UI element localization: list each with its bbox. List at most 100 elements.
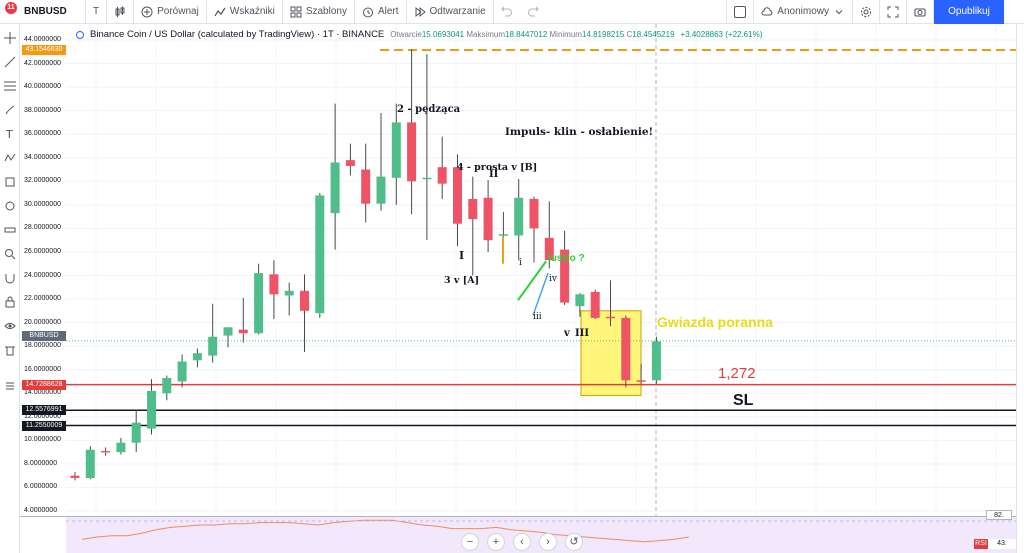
indicators-label: Wskaźniki bbox=[229, 6, 275, 17]
candle-up bbox=[162, 377, 172, 394]
candle-down bbox=[407, 122, 417, 182]
candle-up bbox=[131, 422, 141, 443]
zoom-controls: − + ‹ › ↺ bbox=[461, 533, 583, 551]
candle-down bbox=[437, 167, 447, 184]
alert-button[interactable]: Alert bbox=[355, 0, 407, 24]
annotation-wave-4[interactable]: 4 - prosta v [B] bbox=[457, 162, 538, 173]
price-chart[interactable]: Binance Coin / US Dollar (calculated by … bbox=[66, 24, 1016, 516]
price-tick-label: 26.0000000 bbox=[24, 247, 61, 255]
magnet-icon[interactable] bbox=[4, 272, 16, 284]
candle-up bbox=[330, 162, 340, 214]
trend-line-icon[interactable] bbox=[4, 56, 16, 68]
price-tick-label: 28.0000000 bbox=[24, 224, 61, 232]
snapshot-button[interactable] bbox=[907, 0, 934, 24]
price-tick-label: 32.0000000 bbox=[24, 177, 61, 185]
annotation-wave-III[interactable]: III bbox=[575, 328, 590, 339]
price-tick-label: 40.0000000 bbox=[24, 83, 61, 91]
annotation-wave-3[interactable]: 3 v [A] bbox=[444, 275, 480, 286]
eye-icon[interactable] bbox=[4, 320, 16, 332]
drawing-toolbar: T bbox=[0, 24, 20, 553]
candle-up bbox=[376, 176, 386, 204]
templates-button[interactable]: Szablony bbox=[283, 0, 355, 24]
annotation-mirror[interactable]: lustro ? bbox=[548, 253, 585, 264]
text-icon[interactable]: T bbox=[4, 128, 16, 140]
layout-button[interactable] bbox=[726, 0, 755, 24]
annotation-wave-II[interactable]: II bbox=[489, 169, 499, 180]
candle-down bbox=[544, 237, 554, 261]
rsi-axis bbox=[20, 516, 66, 553]
chart-type-button[interactable] bbox=[107, 0, 135, 24]
gear-icon bbox=[860, 6, 872, 17]
annotation-morning-star[interactable]: Gwiazda poranna bbox=[657, 314, 773, 330]
candle-up bbox=[498, 234, 508, 236]
price-tick-label: 24.0000000 bbox=[24, 271, 61, 279]
candle-down bbox=[300, 290, 309, 311]
price-tick-label: 22.0000000 bbox=[24, 295, 61, 303]
candle-up bbox=[116, 442, 126, 453]
compare-button[interactable]: Porównaj bbox=[134, 0, 207, 24]
candle-up bbox=[391, 122, 401, 178]
price-tick-label: 20.0000000 bbox=[24, 318, 61, 326]
settings-button[interactable] bbox=[853, 0, 880, 24]
candle-up bbox=[575, 294, 585, 307]
fib-price-flag: 14.7288628 bbox=[22, 379, 66, 390]
candle-down bbox=[468, 198, 478, 219]
annotation-fib-1272[interactable]: 1,272 bbox=[718, 365, 756, 382]
crosshair-icon[interactable] bbox=[4, 32, 16, 44]
watchlist-icon[interactable] bbox=[4, 380, 16, 392]
annotation-wave-I[interactable]: I bbox=[459, 249, 465, 262]
scroll-right-button[interactable]: › bbox=[539, 533, 557, 551]
indicators-button[interactable]: Wskaźniki bbox=[207, 0, 283, 24]
candle-down bbox=[70, 475, 80, 479]
ruler-icon[interactable] bbox=[4, 224, 16, 236]
lock-icon[interactable] bbox=[4, 296, 16, 308]
low-value: 14.8198215 bbox=[581, 30, 625, 39]
candles-icon bbox=[115, 6, 125, 17]
publish-button[interactable]: Opublikuj bbox=[934, 0, 1004, 24]
top-toolbar: 11 BNBUSD T Porównaj Wskaźniki Szablony … bbox=[0, 0, 1024, 24]
high-label: Maksimum bbox=[466, 30, 506, 39]
candle-down bbox=[590, 291, 600, 318]
rsi-top-value: 82. bbox=[986, 510, 1012, 520]
undo-button[interactable] bbox=[494, 0, 520, 24]
mirror-line bbox=[517, 260, 547, 301]
high-value: 18.8447012 bbox=[505, 30, 548, 39]
fib-retracement-icon[interactable] bbox=[4, 80, 16, 92]
annotation-impulse-wedge[interactable]: Impuls- klin - osłabienie! bbox=[505, 126, 654, 138]
annotation-stop-loss[interactable]: SL bbox=[733, 392, 754, 409]
annotation-wave-i[interactable]: i bbox=[519, 258, 522, 268]
candle-down bbox=[269, 274, 279, 295]
reset-chart-button[interactable]: ↺ bbox=[565, 533, 583, 551]
templates-icon bbox=[290, 6, 302, 17]
rsi-pane[interactable]: − + ‹ › ↺ 82. RSI 43. bbox=[66, 510, 1016, 553]
interval-button[interactable]: T bbox=[86, 0, 108, 24]
pattern-icon[interactable] bbox=[4, 152, 16, 164]
price-tick-label: 10.0000000 bbox=[24, 436, 61, 444]
redo-button[interactable] bbox=[520, 0, 546, 24]
replay-button[interactable]: Odtwarzanie bbox=[407, 0, 494, 24]
prediction-icon[interactable] bbox=[4, 176, 16, 188]
fullscreen-button[interactable] bbox=[880, 0, 907, 24]
symbol-flag: BNBUSD bbox=[22, 330, 66, 341]
symbol-search-button[interactable]: 11 BNBUSD bbox=[0, 0, 86, 24]
open-value: 15.0693041 bbox=[421, 30, 465, 39]
shapes-icon[interactable] bbox=[4, 200, 16, 212]
annotation-wave-iii[interactable]: iii bbox=[533, 312, 542, 322]
fullscreen-icon bbox=[887, 6, 899, 17]
zoom-in-button[interactable]: + bbox=[487, 533, 505, 551]
replay-icon bbox=[415, 6, 426, 17]
zoom-in-icon[interactable] bbox=[4, 248, 16, 260]
account-button[interactable]: Anonimowy bbox=[754, 0, 853, 24]
price-axis[interactable]: 44.0000000 42.0000000 40.0000000 38.0000000… bbox=[20, 24, 66, 516]
notification-badge: 11 bbox=[5, 1, 17, 14]
zoom-out-button[interactable]: − bbox=[461, 533, 479, 551]
brush-icon[interactable] bbox=[4, 104, 16, 116]
scroll-left-button[interactable]: ‹ bbox=[513, 533, 531, 551]
candle-up bbox=[208, 336, 218, 356]
annotation-wave-iv[interactable]: iv bbox=[549, 274, 557, 284]
annotation-wave-v[interactable]: v bbox=[564, 328, 570, 339]
price-tick-label: 42.0000000 bbox=[24, 59, 61, 67]
price-tick-label: 16.0000000 bbox=[24, 365, 61, 373]
trash-icon[interactable] bbox=[4, 344, 16, 356]
annotation-wave-2[interactable]: 2 - pędząca bbox=[397, 104, 461, 115]
